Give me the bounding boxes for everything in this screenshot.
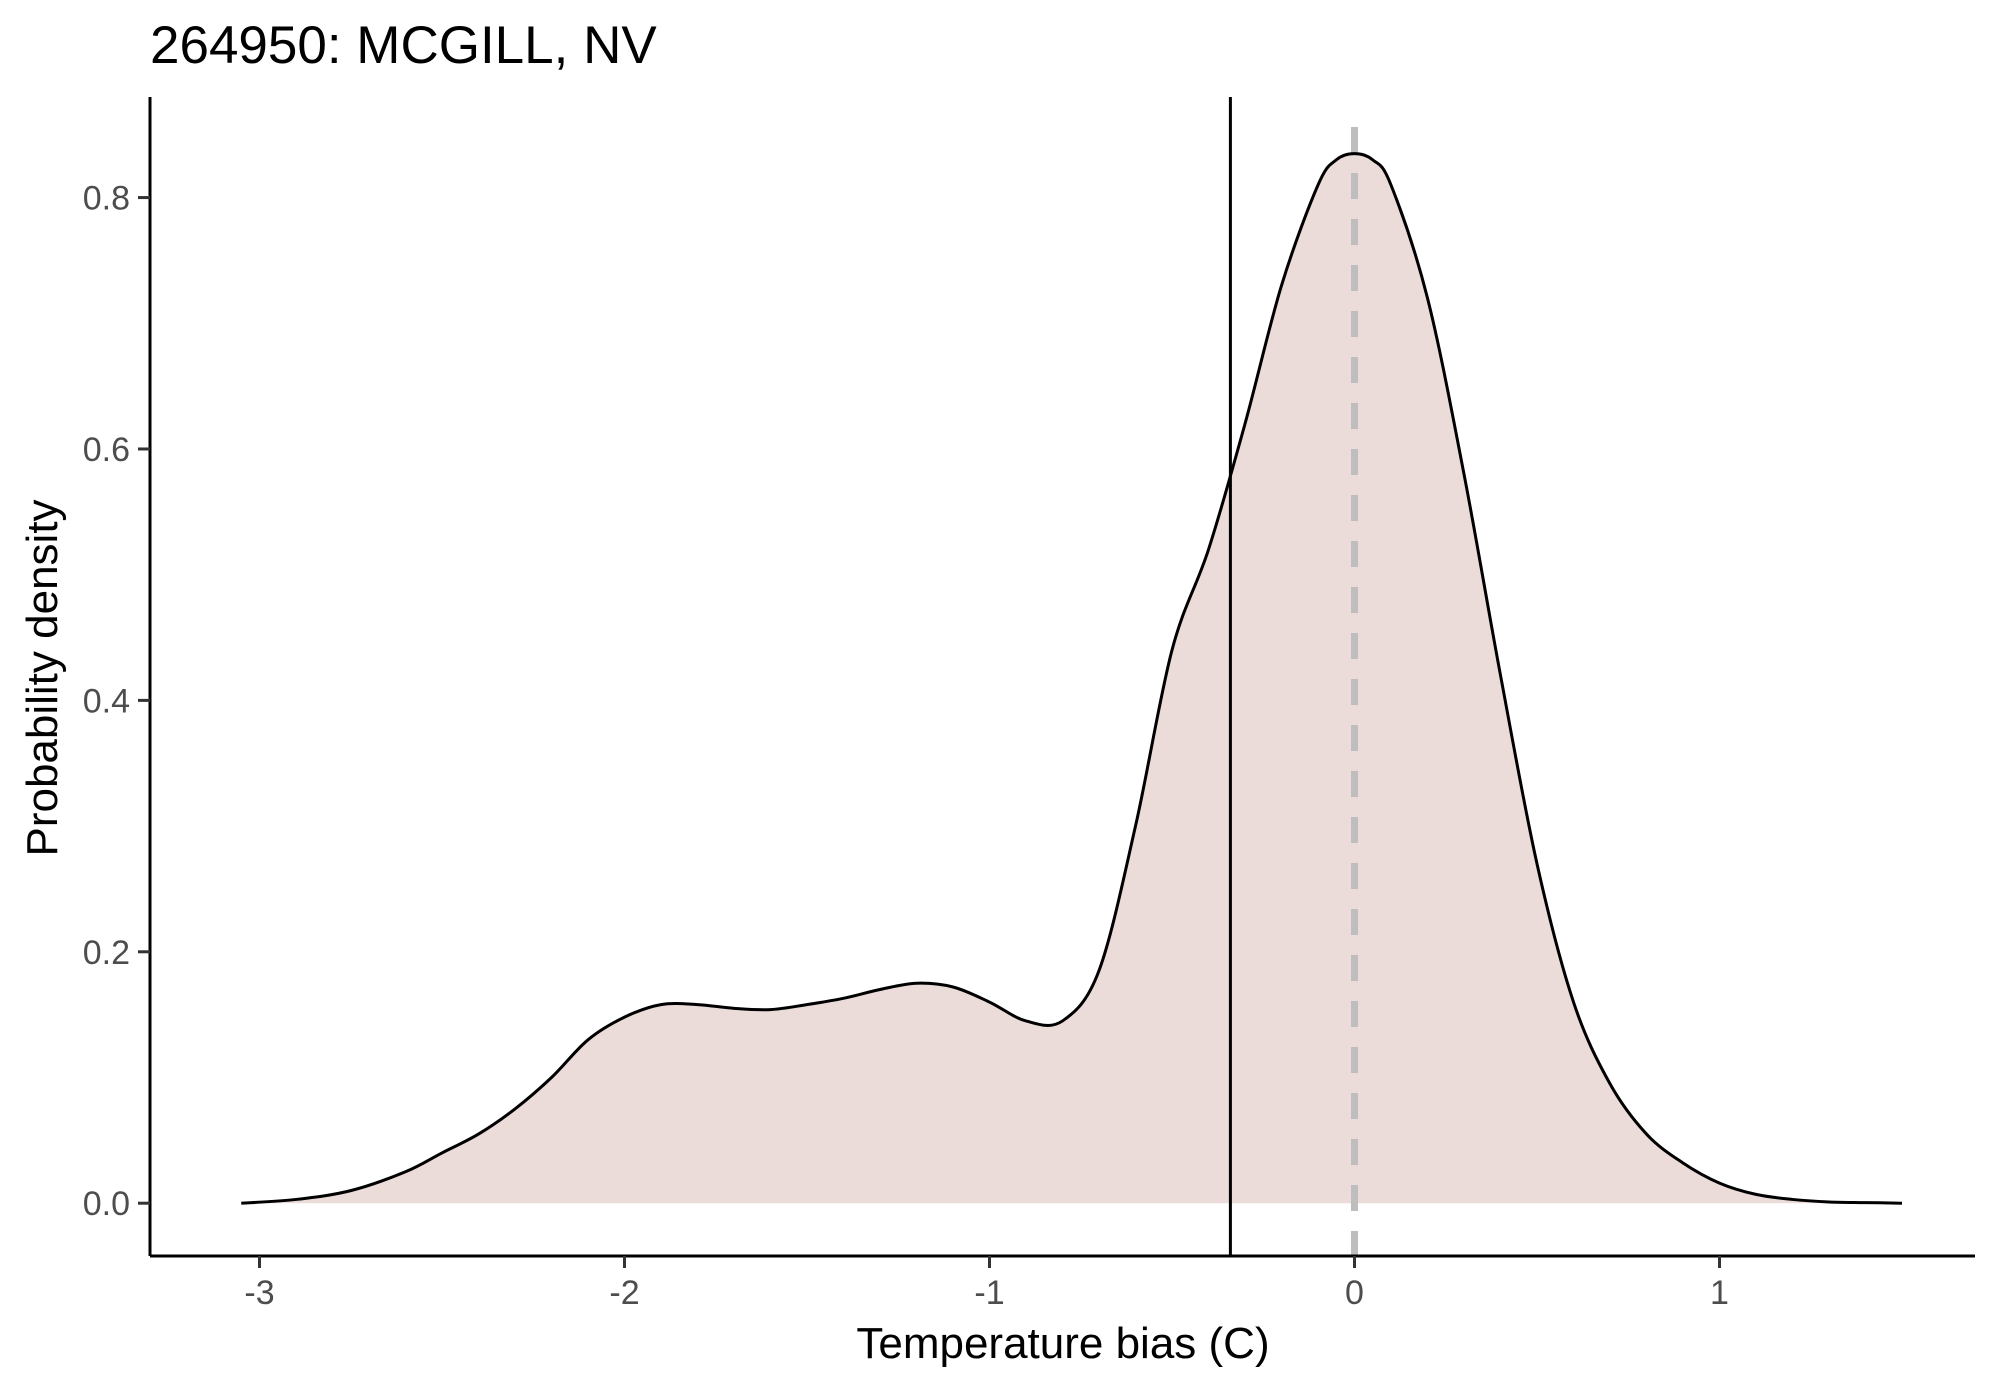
y-tick-label: 0.8 (83, 180, 130, 218)
axes: -3 -2 -1 0 1 0.0 0.2 0.4 0.6 0.8 (83, 97, 1975, 1312)
y-tick-label: 0.6 (83, 431, 130, 469)
y-tick-label: 0.0 (83, 1185, 130, 1223)
x-tick-label: -3 (244, 1274, 274, 1312)
y-tick-label: 0.2 (83, 934, 130, 972)
y-tick-label: 0.4 (83, 682, 130, 720)
x-tick-label: -1 (974, 1274, 1004, 1312)
x-axis-title: Temperature bias (C) (856, 1319, 1269, 1368)
x-tick-label: -2 (609, 1274, 639, 1312)
x-tick-label: 0 (1345, 1274, 1364, 1312)
density-curve (241, 152, 1903, 1205)
chart-title: 264950: MCGILL, NV (150, 16, 657, 75)
density-area-fill (241, 153, 1902, 1204)
y-axis-title: Probability density (18, 499, 67, 856)
x-tick-label: 1 (1710, 1274, 1729, 1312)
plot-area (241, 97, 1903, 1256)
